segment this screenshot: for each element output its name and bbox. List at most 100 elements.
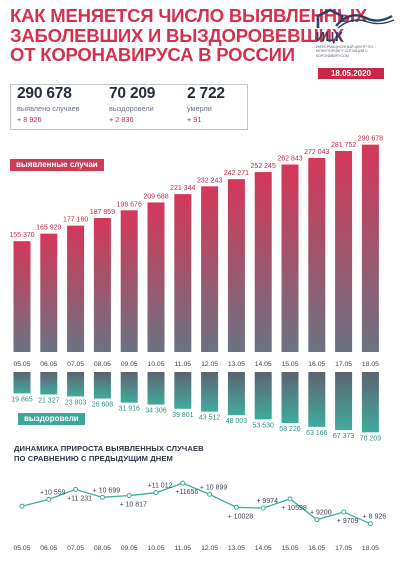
cases-value-label: 198 676 <box>117 201 142 208</box>
growth-value-label: +10 559 <box>40 489 66 496</box>
page-title: КАК МЕНЯЕТСЯ ЧИСЛО ВЫЯВЛЕННЫХ ЗАБОЛЕВШИХ… <box>10 6 367 65</box>
title-line-3: ОТ КОРОНАВИРУСА В РОССИИ <box>10 44 295 65</box>
date-tick-label: 07.05 <box>67 361 84 368</box>
growth-title-line-1: ДИНАМИКА ПРИРОСТА ВЫЯВЛЕННЫХ СЛУЧАЕВ <box>14 444 204 453</box>
cases-bar-15.05 <box>281 164 299 352</box>
growth-date-label: 10.05 <box>147 545 164 552</box>
recovered-value-label: 53 530 <box>252 422 274 429</box>
date-tick-label: 16.05 <box>308 361 325 368</box>
growth-point-14.05 <box>260 505 266 511</box>
growth-date-label: 12.05 <box>201 545 218 552</box>
stat-recovered-delta: + 2 836 <box>109 115 134 124</box>
cases-value-label: 281 752 <box>331 142 356 149</box>
logo: ИЦК ИНФОРМАЦИОННЫЙ ЦЕНТР ПО МОНИТОРИНГУ … <box>316 8 396 60</box>
cases-bar-06.05 <box>40 233 58 352</box>
recovered-bar-12.05 <box>201 372 219 412</box>
cases-value-label: 209 688 <box>143 193 168 200</box>
growth-value-label: + 9709 <box>337 518 359 525</box>
date-badge: 18.05.2020 <box>318 68 384 79</box>
recovered-bar-13.05 <box>227 372 245 416</box>
cases-bar-08.05 <box>93 217 111 352</box>
date-tick-label: 05.05 <box>13 361 30 368</box>
growth-line <box>21 482 371 525</box>
title-line-2: ЗАБОЛЕВШИХ И ВЫЗДОРОВЕВШИХ <box>10 24 344 46</box>
stat-recovered-label: выздоровели <box>109 104 154 113</box>
stat-deaths-delta: + 91 <box>187 115 202 124</box>
growth-point-06.05 <box>46 496 52 502</box>
cases-value-label: 155 370 <box>9 232 34 239</box>
recovered-value-label: 48 003 <box>226 418 248 425</box>
recovered-bar-18.05 <box>361 372 379 433</box>
cases-bar-16.05 <box>308 157 326 352</box>
recovered-value-label: 67 373 <box>333 433 355 440</box>
stat-deaths-label: умерли <box>187 104 212 113</box>
date-axis: 05.05 06.05 07.05 08.05 09.05 10.05 11.05 12.05… <box>13 361 379 368</box>
cases-value-label: 232 243 <box>197 177 222 184</box>
recovered-bar-09.05 <box>120 372 138 403</box>
recovered-bar-16.05 <box>308 372 326 427</box>
stat-cases: 290 678 выявлено случаев + 8 926 <box>17 85 80 124</box>
cases-value-label: 272 043 <box>304 149 329 156</box>
growth-date-label: 16.05 <box>308 545 325 552</box>
growth-line-chart: 05.05 +10 559 06.05 +11 231 07.05 + 10 699 08.… <box>13 480 387 552</box>
growth-date-label: 11.05 <box>175 545 192 552</box>
stat-deaths-value: 2 722 <box>187 85 225 102</box>
stats-panel: 290 678 выявлено случаев + 8 926 70 209 … <box>10 84 248 130</box>
recovered-value-label: 39 801 <box>172 412 194 419</box>
recovered-value-label: 34 306 <box>145 408 167 415</box>
growth-value-label: + 9974 <box>256 498 278 505</box>
recovered-bar-07.05 <box>67 372 85 397</box>
date-tick-label: 06.05 <box>40 361 57 368</box>
growth-point-10.05 <box>153 490 159 496</box>
cases-value-label: 221 344 <box>170 185 195 192</box>
growth-point-18.05 <box>367 521 373 527</box>
growth-chart-title: ДИНАМИКА ПРИРОСТА ВЫЯВЛЕННЫХ СЛУЧАЕВ ПО … <box>14 444 204 464</box>
date-tick-label: 17.05 <box>335 361 352 368</box>
growth-date-label: 18.05 <box>362 545 379 552</box>
growth-value-label: +11 012 <box>148 483 173 490</box>
growth-point-15.05 <box>287 496 293 502</box>
growth-value-label: + 10598 <box>281 505 307 512</box>
growth-date-label: 06.05 <box>40 545 57 552</box>
cases-value-label: 262 843 <box>277 156 302 163</box>
recovered-value-label: 43 512 <box>199 415 221 422</box>
recovered-value-label: 70 209 <box>360 435 382 442</box>
recovered-bar-10.05 <box>147 372 165 405</box>
date-tick-label: 15.05 <box>281 361 298 368</box>
growth-value-label: + 9200 <box>310 510 332 517</box>
date-tick-label: 10.05 <box>147 361 164 368</box>
stat-cases-label: выявлено случаев <box>17 104 80 113</box>
growth-value-label: + 10 817 <box>119 502 147 509</box>
cases-value-label: 242 271 <box>224 170 249 177</box>
growth-point-07.05 <box>73 486 79 492</box>
growth-point-13.05 <box>233 504 239 510</box>
growth-point-12.05 <box>207 491 213 497</box>
recovered-bars: 19 865 21 327 23 803 26 608 31 916 34 306 39 8… <box>11 372 381 442</box>
growth-date-label: 17.05 <box>335 545 352 552</box>
growth-point-16.05 <box>314 517 320 523</box>
cases-bar-11.05 <box>174 194 192 352</box>
recovered-bar-08.05 <box>93 372 111 399</box>
growth-value-label: + 10028 <box>228 513 254 520</box>
growth-point-09.05 <box>126 493 132 499</box>
wave-roof-logo-icon <box>316 8 395 29</box>
date-tick-label: 09.05 <box>121 361 138 368</box>
growth-point-05.05 <box>19 503 25 509</box>
growth-value-label: + 10 699 <box>93 487 121 494</box>
growth-date-label: 08.05 <box>94 545 111 552</box>
recovered-bar-11.05 <box>174 372 192 409</box>
date-tick-label: 12.05 <box>201 361 218 368</box>
recovered-value-label: 31 916 <box>118 406 140 413</box>
recovered-bar-15.05 <box>281 372 299 424</box>
growth-value-label: + 10 899 <box>200 484 228 491</box>
date-tick-label: 08.05 <box>94 361 111 368</box>
cases-bar-18.05 <box>361 144 379 352</box>
cases-tag: выявленные случаи <box>10 159 104 171</box>
growth-point-08.05 <box>99 494 105 500</box>
cases-value-label: 177 160 <box>63 217 88 224</box>
growth-value-label: + 8 926 <box>363 514 387 521</box>
cases-bar-10.05 <box>147 202 165 352</box>
date-tick-label: 14.05 <box>255 361 272 368</box>
